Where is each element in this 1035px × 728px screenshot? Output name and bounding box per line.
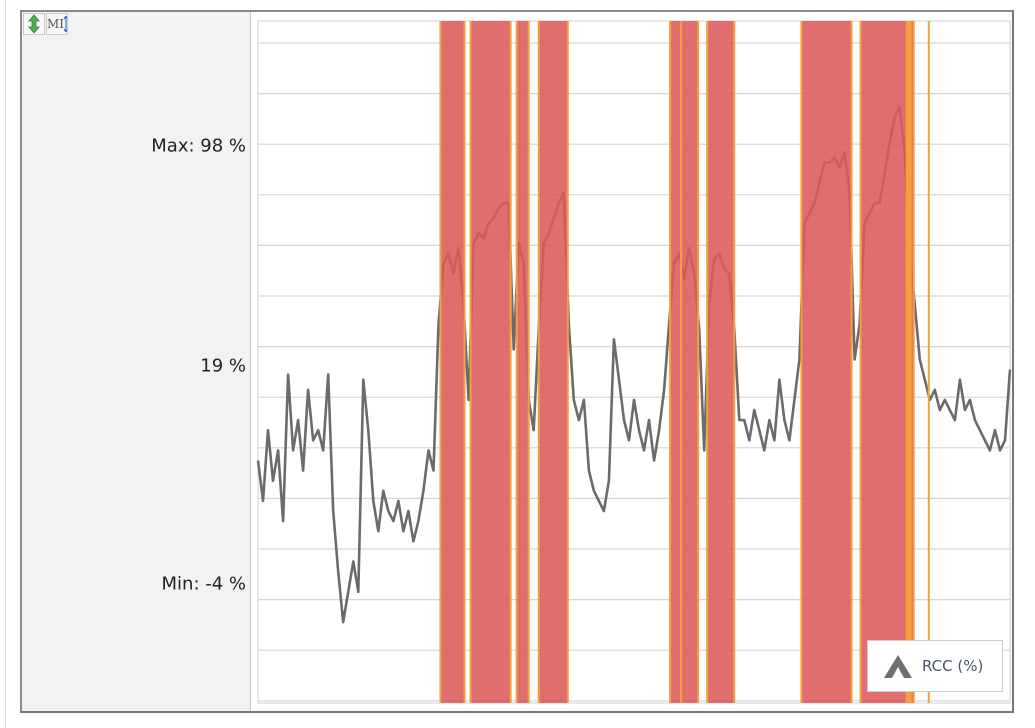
window-edge xyxy=(0,0,6,728)
highlight-band xyxy=(516,21,529,703)
plot-area[interactable] xyxy=(251,12,1014,711)
highlight-band xyxy=(681,21,699,703)
blue-arrow-icon xyxy=(64,16,67,32)
legend-label: RCC (%) xyxy=(922,657,984,675)
y-label-mid: 19 % xyxy=(200,355,246,377)
y-label-min: Min: -4 % xyxy=(161,573,247,595)
highlight-band xyxy=(907,21,910,703)
y-label-max: Max: 98 % xyxy=(151,135,246,157)
chart-frame: MI Max: 98 % 19 % Min: -4 % RCC (%) xyxy=(20,10,1014,713)
series-marker-icon xyxy=(884,655,912,678)
highlight-band xyxy=(707,21,735,703)
mi-scale-icon: MI xyxy=(47,17,65,31)
highlight-band xyxy=(910,21,914,703)
highlight-band xyxy=(440,21,465,703)
highlight-band xyxy=(801,21,852,703)
highlight-band xyxy=(670,21,682,703)
y-label-panel: MI Max: 98 % 19 % Min: -4 % xyxy=(22,12,251,711)
highlight-band xyxy=(470,21,511,703)
highlight-band xyxy=(860,21,907,703)
vertical-resize-icon xyxy=(28,14,40,34)
highlight-band xyxy=(538,21,568,703)
mi-scale-button[interactable]: MI xyxy=(46,13,68,35)
legend[interactable]: RCC (%) xyxy=(867,640,1003,692)
vertical-resize-button[interactable] xyxy=(23,13,45,35)
